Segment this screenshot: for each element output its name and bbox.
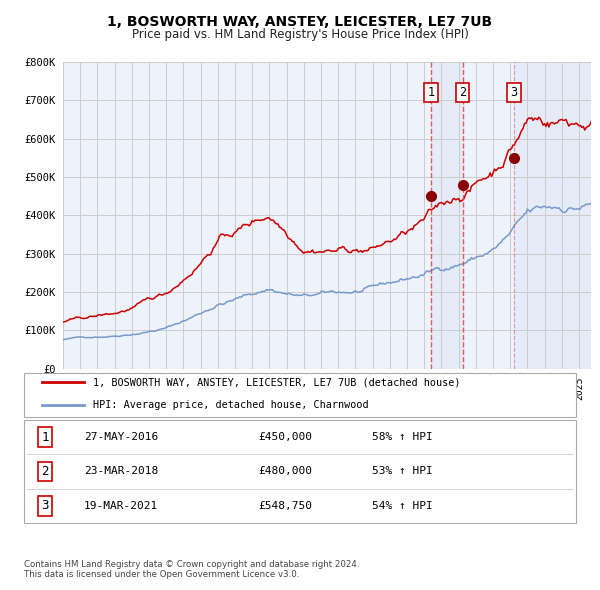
Text: 27-MAY-2016: 27-MAY-2016 [84,432,158,442]
Text: 53% ↑ HPI: 53% ↑ HPI [372,467,433,476]
Text: 19-MAR-2021: 19-MAR-2021 [84,501,158,510]
Text: 23-MAR-2018: 23-MAR-2018 [84,467,158,476]
Text: £548,750: £548,750 [258,501,312,510]
Text: 1, BOSWORTH WAY, ANSTEY, LEICESTER, LE7 7UB: 1, BOSWORTH WAY, ANSTEY, LEICESTER, LE7 … [107,15,493,29]
Bar [514,62,591,369]
Bar [431,62,463,369]
Text: 54% ↑ HPI: 54% ↑ HPI [372,501,433,510]
Text: 2: 2 [459,86,466,99]
Text: 1, BOSWORTH WAY, ANSTEY, LEICESTER, LE7 7UB (detached house): 1, BOSWORTH WAY, ANSTEY, LEICESTER, LE7 … [93,378,461,387]
Text: HPI: Average price, detached house, Charnwood: HPI: Average price, detached house, Char… [93,400,368,409]
Text: 1: 1 [41,431,49,444]
Text: £480,000: £480,000 [258,467,312,476]
Text: Price paid vs. HM Land Registry's House Price Index (HPI): Price paid vs. HM Land Registry's House … [131,28,469,41]
Text: 3: 3 [41,499,49,512]
Text: 1: 1 [428,86,435,99]
Text: £450,000: £450,000 [258,432,312,442]
Text: 3: 3 [511,86,518,99]
Text: 58% ↑ HPI: 58% ↑ HPI [372,432,433,442]
Text: Contains HM Land Registry data © Crown copyright and database right 2024.
This d: Contains HM Land Registry data © Crown c… [24,560,359,579]
Text: 2: 2 [41,465,49,478]
